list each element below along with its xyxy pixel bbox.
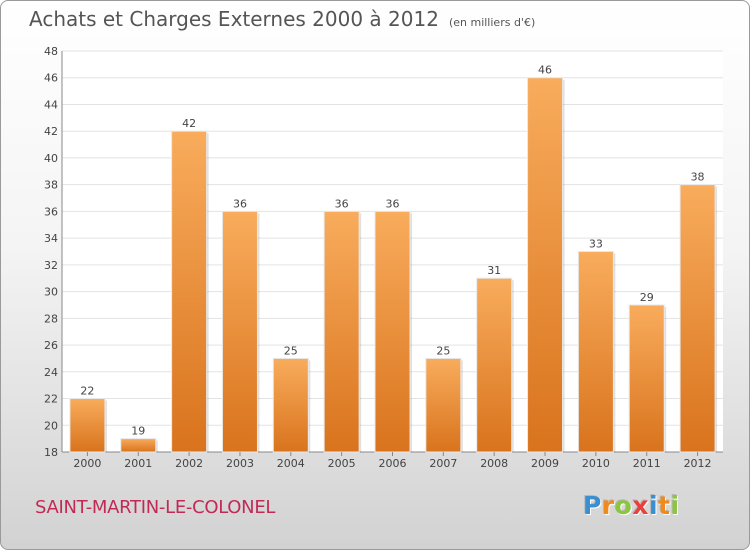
bar [527,77,564,453]
y-tick-label: 38 [44,179,58,192]
x-tick-label: 2005 [328,457,356,470]
y-tick-label: 26 [44,339,58,352]
bar-value-label: 22 [80,385,94,398]
y-tick-label: 42 [44,125,58,138]
y-tick-label: 46 [44,72,58,85]
bar [69,398,106,453]
logo-letter: t [658,491,671,520]
proxiti-logo[interactable]: Proxiti [583,491,680,520]
bar-value-label: 33 [589,238,603,251]
logo-letter: r [601,491,615,520]
bar [628,304,665,453]
x-tick-label: 2008 [480,457,508,470]
bar-value-label: 36 [335,197,349,210]
chart-title-text: Achats et Charges Externes 2000 à 2012 [29,7,439,31]
bar [374,210,411,453]
x-tick-label: 2007 [429,457,457,470]
bar-value-label: 42 [182,117,196,130]
y-tick-label: 22 [44,393,58,406]
x-tick-label: 2011 [633,457,661,470]
y-tick-label: 28 [44,312,58,325]
chart-title: Achats et Charges Externes 2000 à 2012 (e… [29,7,535,31]
bar-value-label: 46 [538,64,552,77]
y-tick-label: 44 [44,98,58,111]
y-tick-label: 34 [44,232,58,245]
x-tick-label: 2002 [175,457,203,470]
bar [577,251,614,453]
bar [425,357,462,453]
y-tick-label: 30 [44,286,58,299]
y-tick-label: 20 [44,419,58,432]
logo-letter: o [614,491,633,520]
y-tick-label: 18 [44,446,58,459]
bar [221,210,258,453]
x-tick-label: 2000 [73,457,101,470]
bar [171,130,208,453]
x-tick-label: 2012 [684,457,712,470]
bar-value-label: 19 [131,425,145,438]
y-tick-label: 24 [44,366,58,379]
logo-letter: i [649,491,659,520]
logo-letter: x [632,491,649,520]
x-tick-label: 2010 [582,457,610,470]
x-tick-label: 2006 [379,457,407,470]
bar-value-label: 31 [487,264,501,277]
bar [272,357,309,453]
bar [679,184,716,453]
bar-value-label: 36 [233,197,247,210]
commune-name: SAINT-MARTIN-LE-COLONEL [35,497,276,518]
y-tick-label: 40 [44,152,58,165]
logo-letter: P [583,491,602,520]
bar-value-label: 25 [436,344,450,357]
y-tick-label: 48 [44,45,58,58]
x-tick-label: 2004 [277,457,305,470]
bar [323,210,360,453]
x-tick-label: 2003 [226,457,254,470]
bar-value-label: 29 [640,291,654,304]
logo-letter: i [670,491,680,520]
y-tick-label: 32 [44,259,58,272]
chart-subtitle: (en milliers d'€) [448,16,536,29]
x-tick-label: 2009 [531,457,559,470]
bar-value-label: 36 [386,197,400,210]
y-tick-label: 36 [44,205,58,218]
bar-value-label: 38 [691,171,705,184]
bar [120,438,157,453]
bar [476,277,513,453]
x-tick-label: 2001 [124,457,152,470]
bar-value-label: 25 [284,344,298,357]
